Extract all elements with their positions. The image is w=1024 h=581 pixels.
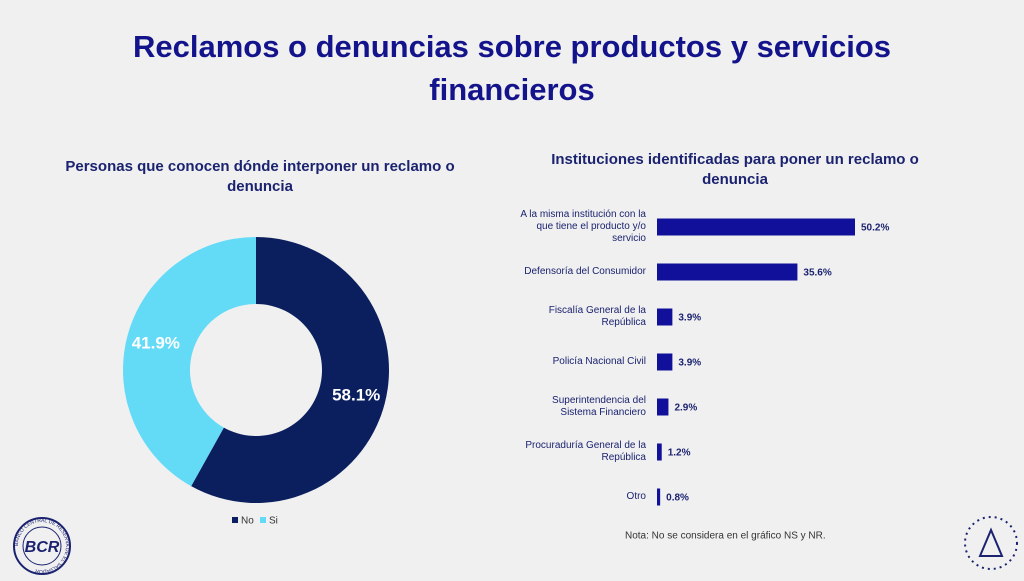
data-label: 50.2% (861, 223, 889, 234)
title-box: Reclamos o denuncias sobre productos y s… (132, 29, 892, 107)
bar (657, 488, 661, 506)
data-label: 0.8% (666, 493, 689, 504)
data-label: 35.6% (803, 268, 831, 279)
legend-swatch (232, 517, 238, 523)
category-box: Policía Nacional Civil (552, 356, 646, 367)
bar (657, 308, 673, 326)
category-box: Defensoría del Consumidor (524, 266, 646, 277)
category-label: Defensoría del Consumidor (524, 266, 646, 277)
donut-slice (122, 237, 257, 487)
data-label: 3.9% (678, 313, 701, 324)
chart-title: Personas que conocen dónde interponer un… (65, 158, 455, 195)
note: Nota: No se considera en el gráfico NS y… (625, 531, 826, 542)
donut-slice (191, 237, 389, 503)
category-label: Superintendencia del Sistema Financiero (552, 395, 646, 418)
category-box: Fiscalía General de la República (548, 305, 646, 328)
slide-title: Reclamos o denuncias sobre productos y s… (132, 29, 892, 107)
title-box: Personas que conocen dónde interponer un… (65, 158, 455, 195)
bar (657, 398, 669, 416)
data-label: 58.1% (332, 386, 380, 405)
category-label: Procuraduría General de la República (525, 440, 646, 463)
category-label: Policía Nacional Civil (552, 356, 646, 367)
bar (657, 218, 855, 236)
logo-ring (13, 517, 71, 575)
emblem-stars (964, 516, 1018, 570)
emblem (964, 516, 1018, 570)
bar (657, 353, 673, 371)
bar (657, 263, 798, 281)
category-box: Otro (626, 491, 646, 502)
logo-ring (22, 526, 62, 566)
category-box: Superintendencia del Sistema Financiero (552, 395, 646, 418)
logo-text: BCR (25, 539, 60, 556)
legend-swatch (260, 517, 266, 523)
data-label: 3.9% (678, 358, 701, 369)
data-label: 2.9% (674, 403, 697, 414)
chart-title: Instituciones identificadas para poner u… (551, 151, 919, 188)
data-label: 41.9% (132, 333, 180, 352)
category-label: A la misma institución con la que tiene … (520, 209, 646, 244)
category-label: Otro (626, 491, 646, 502)
category-label: Fiscalía General de la República (548, 305, 646, 328)
bar (657, 443, 662, 461)
category-box: Procuraduría General de la República (525, 440, 646, 463)
legend-label: Si (269, 516, 278, 527)
title-box: Instituciones identificadas para poner u… (551, 151, 919, 188)
emblem-triangle (978, 527, 1004, 557)
category-box: A la misma institución con la que tiene … (520, 209, 646, 244)
legend-label: No (241, 516, 254, 527)
logo: BANCO CENTRAL DE RESERVA DE EL SALVADOR … (13, 517, 71, 575)
data-label: 1.2% (668, 448, 691, 459)
